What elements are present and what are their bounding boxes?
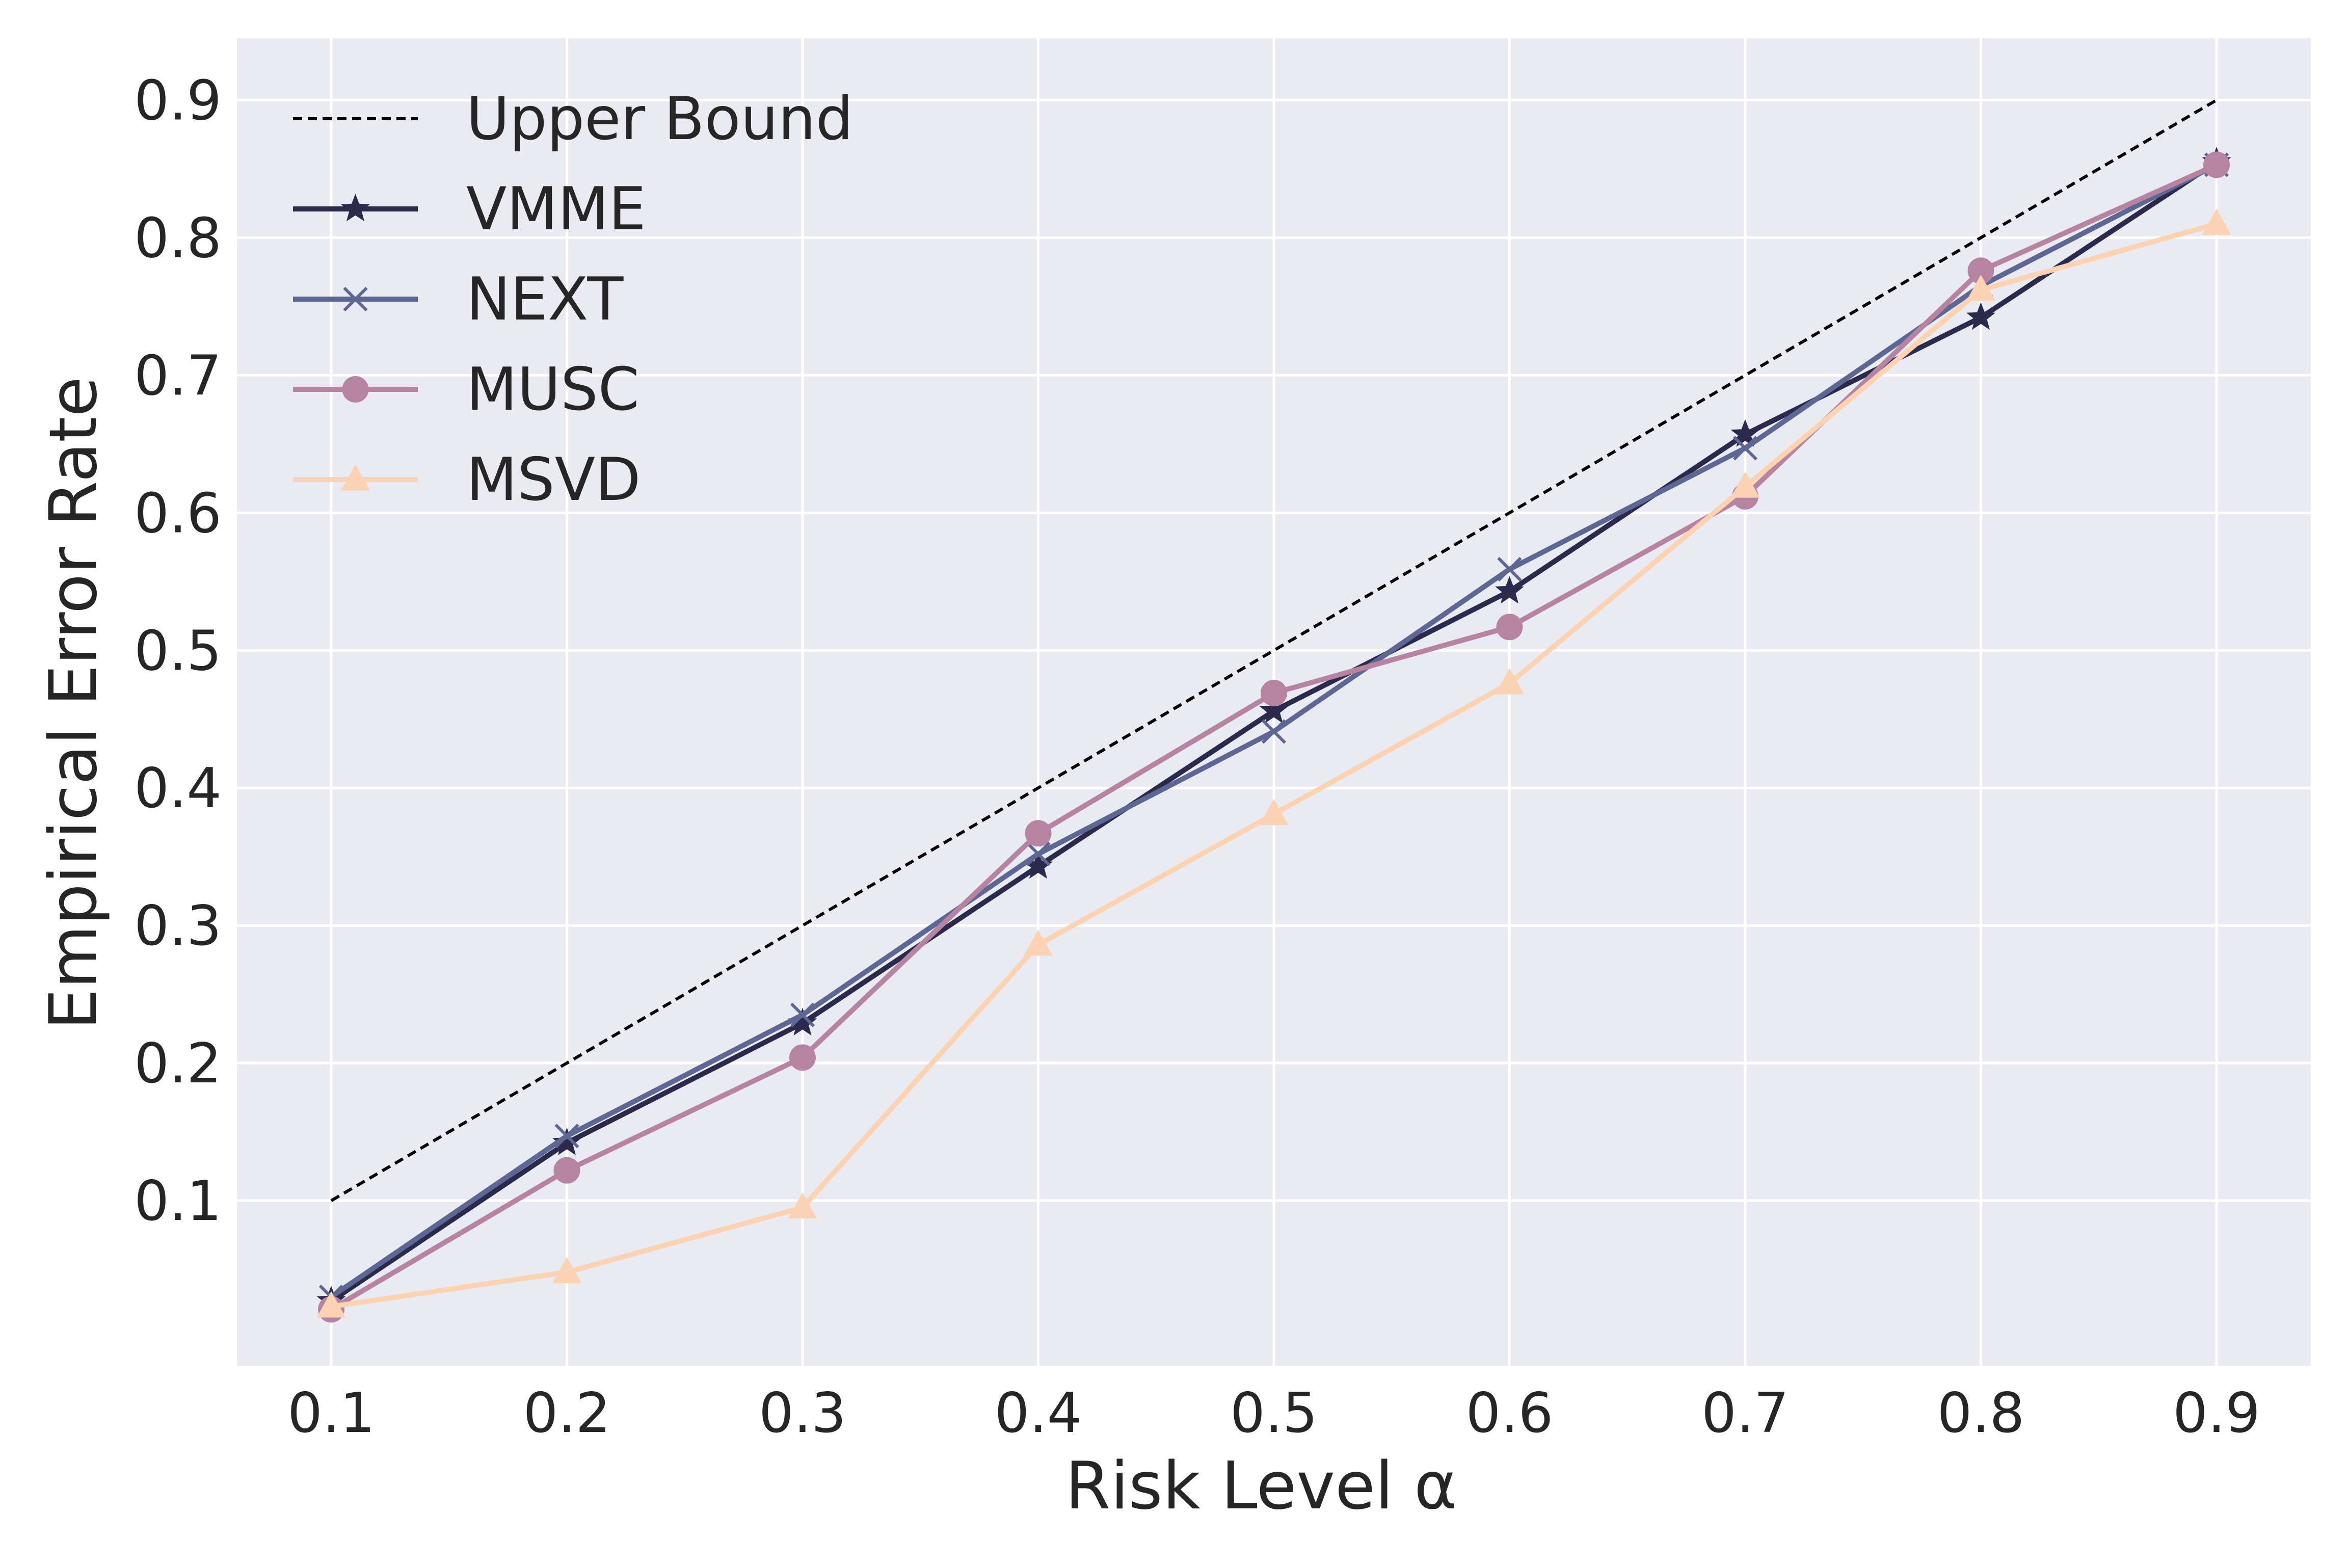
data-point-next [1261, 719, 1287, 744]
data-point-musc [1496, 614, 1523, 641]
x-axis-label: Risk Level α [1065, 1448, 1457, 1524]
data-point-msvd [552, 1257, 581, 1284]
x-tick-label: 0.1 [287, 1381, 375, 1445]
legend-label-next: NEXT [466, 265, 624, 334]
y-tick-label: 0.8 [134, 206, 222, 270]
data-point-musc [1261, 679, 1287, 706]
legend-label-vmme: VMME [466, 175, 646, 244]
data-point-msvd [2202, 208, 2231, 235]
x-tick-label: 0.7 [1701, 1381, 1789, 1445]
x-tick-label: 0.4 [995, 1381, 1082, 1445]
legend-item-msvd: MSVD [293, 445, 641, 514]
y-tick-label: 0.3 [134, 894, 222, 958]
data-point-musc [1967, 257, 1994, 284]
legend-item-upper-bound: Upper Bound [293, 85, 853, 153]
x-tick-label: 0.8 [1937, 1381, 2025, 1445]
data-point-vmme [1730, 419, 1760, 447]
legend-marker-vmme [341, 194, 370, 222]
legend-marker-next [343, 286, 368, 312]
legend-label-musc: MUSC [466, 355, 639, 424]
series-line-upper-bound [330, 98, 2218, 1202]
data-point-msvd [316, 1291, 346, 1318]
y-tick-label: 0.5 [134, 619, 222, 683]
x-tick-label: 0.5 [1230, 1381, 1318, 1445]
data-point-next [554, 1124, 579, 1149]
x-tick-label: 0.3 [759, 1381, 846, 1445]
data-point-next [1732, 436, 1758, 461]
data-point-next [1497, 556, 1522, 582]
data-point-msvd [1966, 275, 1995, 301]
y-tick-label: 0.6 [134, 482, 222, 545]
data-point-musc [1025, 820, 1052, 847]
legend-item-next: NEXT [293, 265, 624, 334]
y-axis-label: Empirical Error Rate [36, 377, 112, 1030]
data-point-msvd [1259, 799, 1289, 826]
data-point-msvd [1495, 668, 1524, 695]
data-point-vmme [552, 1127, 581, 1155]
legend-marker-musc [342, 376, 369, 403]
data-point-vmme [1495, 576, 1524, 604]
data-point-vmme [1966, 302, 1995, 330]
y-tick-label: 0.4 [134, 757, 222, 820]
x-tick-label: 0.6 [1466, 1381, 1554, 1445]
y-tick-label: 0.7 [134, 344, 222, 408]
legend-label-upper-bound: Upper Bound [466, 85, 853, 153]
y-tick-label: 0.9 [134, 69, 222, 132]
data-point-next [790, 1002, 815, 1027]
x-tick-label: 0.9 [2173, 1381, 2260, 1445]
legend: Upper Bound VMME NEXT MUSC MSVD [293, 85, 853, 514]
data-point-musc [2203, 151, 2230, 178]
series-msvd [316, 208, 2231, 1318]
data-point-vmme [1259, 696, 1289, 724]
data-point-msvd [1024, 929, 1053, 956]
data-point-musc [553, 1157, 580, 1184]
data-point-musc [789, 1044, 816, 1071]
legend-item-vmme: VMME [293, 175, 646, 244]
x-tick-label: 0.2 [523, 1381, 611, 1445]
data-point-vmme [1024, 851, 1053, 879]
legend-marker-msvd [341, 464, 370, 491]
data-point-msvd [788, 1192, 817, 1219]
legend-label-msvd: MSVD [466, 445, 641, 514]
data-point-vmme [788, 1007, 817, 1036]
data-point-msvd [1730, 471, 1760, 498]
data-point-next [1026, 841, 1051, 866]
legend-item-musc: MUSC [293, 355, 639, 424]
y-tick-label: 0.2 [134, 1032, 222, 1096]
y-tick-label: 0.1 [134, 1170, 222, 1233]
series-upper-bound [330, 98, 2218, 1202]
